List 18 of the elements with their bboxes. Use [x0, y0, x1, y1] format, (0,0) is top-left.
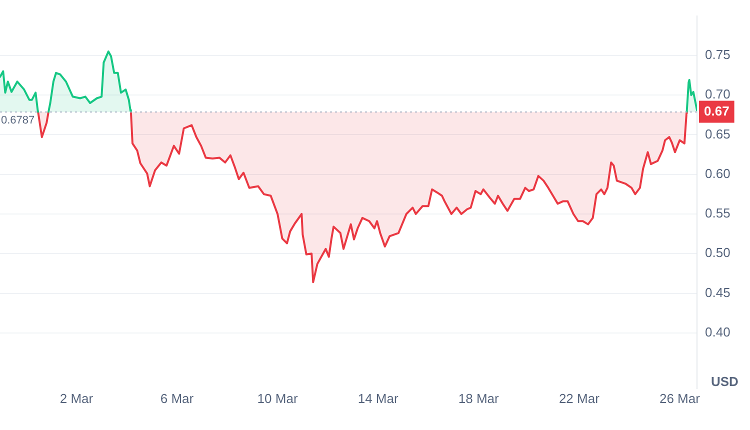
y-tick-label: 0.50: [705, 245, 730, 260]
text: 0.67: [704, 103, 730, 118]
x-tick-label: 18 Mar: [458, 390, 500, 406]
x-tick-label: 2 Mar: [60, 390, 94, 406]
x-tick-label: 14 Mar: [358, 390, 399, 406]
x-tick-label: 10 Mar: [257, 390, 298, 406]
y-tick-label: 0.70: [705, 86, 730, 102]
y-tick-label: 0.65: [705, 126, 730, 142]
y-tick-label: 0.75: [705, 47, 730, 62]
y-axis-title: USD: [711, 374, 738, 389]
x-tick-label: 22 Mar: [558, 390, 600, 406]
x-tick-label: 26 Mar: [659, 390, 701, 406]
y-tick-label: 0.40: [705, 324, 730, 340]
x-tick-label: 6 Mar: [160, 390, 194, 406]
y-tick-label: 0.45: [705, 284, 730, 300]
ref-line-label: 0.6787: [1, 114, 35, 126]
y-tick-label: 0.60: [705, 166, 730, 181]
y-tick-label: 0.55: [705, 206, 730, 221]
